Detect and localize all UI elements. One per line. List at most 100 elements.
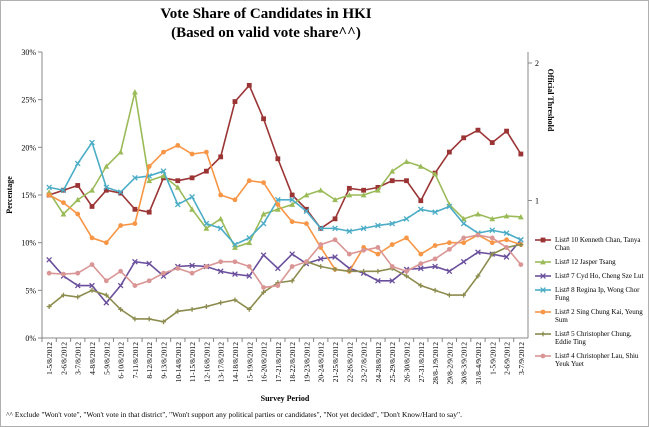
data-point bbox=[232, 244, 238, 250]
series bbox=[46, 89, 524, 250]
legend-swatch bbox=[535, 353, 551, 359]
data-point bbox=[74, 160, 81, 167]
data-point bbox=[203, 264, 209, 269]
data-point bbox=[304, 259, 309, 265]
data-point bbox=[461, 292, 467, 298]
data-point bbox=[103, 163, 110, 169]
x-tick-label: 2-6/8/2012 bbox=[59, 342, 68, 375]
data-point bbox=[46, 270, 52, 276]
data-point bbox=[489, 240, 495, 246]
data-point bbox=[189, 151, 195, 157]
x-tick-label: 1-5/9/2012 bbox=[488, 342, 497, 375]
data-point bbox=[518, 262, 524, 267]
data-point bbox=[461, 240, 467, 246]
data-point bbox=[360, 225, 367, 232]
data-point bbox=[289, 278, 295, 284]
data-point bbox=[103, 278, 109, 284]
data-point bbox=[89, 187, 95, 193]
data-point bbox=[132, 174, 138, 181]
data-point bbox=[75, 183, 81, 188]
data-point bbox=[332, 266, 338, 272]
data-point bbox=[103, 184, 110, 191]
data-point bbox=[203, 220, 210, 227]
data-point bbox=[132, 206, 138, 212]
data-point bbox=[261, 180, 266, 186]
data-point bbox=[118, 307, 124, 312]
x-tick-label: 26-30/8/2012 bbox=[403, 342, 412, 383]
x-tick-label: 20-24/8/2012 bbox=[317, 342, 326, 383]
data-point bbox=[189, 194, 195, 200]
data-point bbox=[489, 140, 495, 145]
data-point bbox=[260, 220, 267, 227]
data-point bbox=[132, 258, 138, 265]
data-point bbox=[260, 252, 267, 258]
legend-label: List# 4 Christopher Lau, Shiu Yeuk Yuet bbox=[555, 352, 639, 368]
data-point bbox=[332, 254, 338, 260]
data-point bbox=[60, 211, 67, 217]
data-point bbox=[246, 307, 252, 312]
data-point bbox=[417, 206, 424, 213]
series bbox=[46, 242, 524, 325]
legend-swatch bbox=[535, 309, 551, 315]
data-point bbox=[303, 208, 310, 215]
series bbox=[46, 82, 524, 231]
data-point bbox=[332, 237, 338, 243]
x-tick-label: 18-22/8/2012 bbox=[288, 342, 297, 383]
data-point bbox=[261, 285, 266, 290]
data-point bbox=[89, 287, 95, 293]
data-point bbox=[475, 211, 481, 217]
legend-entry: List# 2 Sing Chung Kai, Yeung Sum bbox=[534, 308, 646, 324]
data-point bbox=[161, 319, 166, 325]
legend-swatch bbox=[535, 237, 551, 243]
x-tick-label: 3-7/9/2012 bbox=[517, 342, 526, 375]
series bbox=[46, 143, 524, 274]
data-point bbox=[61, 200, 66, 206]
x-tick-label: 7-11/8/2012 bbox=[131, 342, 140, 379]
data-point bbox=[289, 201, 296, 207]
data-point bbox=[475, 273, 481, 279]
data-point bbox=[103, 299, 110, 306]
data-point bbox=[318, 264, 324, 269]
data-point bbox=[432, 256, 438, 262]
x-tick-label: 2-6/9/2012 bbox=[503, 342, 512, 375]
x-tick-label: 29/8-2/9/2012 bbox=[445, 342, 454, 385]
data-point bbox=[317, 225, 324, 232]
y-axis-label: Percentage bbox=[5, 176, 14, 214]
y-tick-label: 25% bbox=[21, 96, 36, 105]
data-point bbox=[217, 225, 224, 232]
data-point bbox=[203, 168, 209, 174]
data-point bbox=[289, 219, 295, 225]
data-point bbox=[103, 240, 109, 246]
data-point bbox=[403, 215, 410, 222]
data-point bbox=[160, 173, 167, 179]
data-point bbox=[61, 292, 66, 298]
data-point bbox=[218, 192, 224, 198]
legend-entry: List# 12 Jasper Tsang bbox=[534, 258, 646, 266]
data-point bbox=[174, 201, 181, 208]
data-point bbox=[332, 196, 338, 203]
data-point bbox=[540, 259, 546, 265]
data-point bbox=[175, 266, 181, 271]
data-point bbox=[46, 304, 52, 309]
data-point bbox=[217, 215, 224, 222]
data-point bbox=[475, 232, 481, 238]
data-point bbox=[504, 237, 509, 243]
y-tick-label: 0% bbox=[25, 334, 36, 343]
data-point bbox=[375, 245, 381, 250]
data-point bbox=[489, 227, 496, 234]
data-point bbox=[203, 225, 210, 231]
data-point bbox=[132, 283, 138, 288]
data-point bbox=[218, 259, 224, 265]
data-point bbox=[375, 277, 381, 284]
data-point bbox=[303, 192, 310, 198]
legend-label: List# 10 Kenneth Chan, Tanya Chan bbox=[555, 236, 641, 252]
data-point bbox=[75, 211, 81, 217]
x-tick-label: 13-17/8/2012 bbox=[217, 342, 226, 383]
data-point bbox=[417, 265, 424, 272]
data-point bbox=[404, 268, 409, 274]
data-point bbox=[74, 282, 81, 289]
data-point bbox=[317, 256, 324, 262]
data-point bbox=[46, 192, 52, 198]
x-tick-label: 15-19/8/2012 bbox=[245, 342, 254, 383]
data-point bbox=[446, 292, 452, 298]
